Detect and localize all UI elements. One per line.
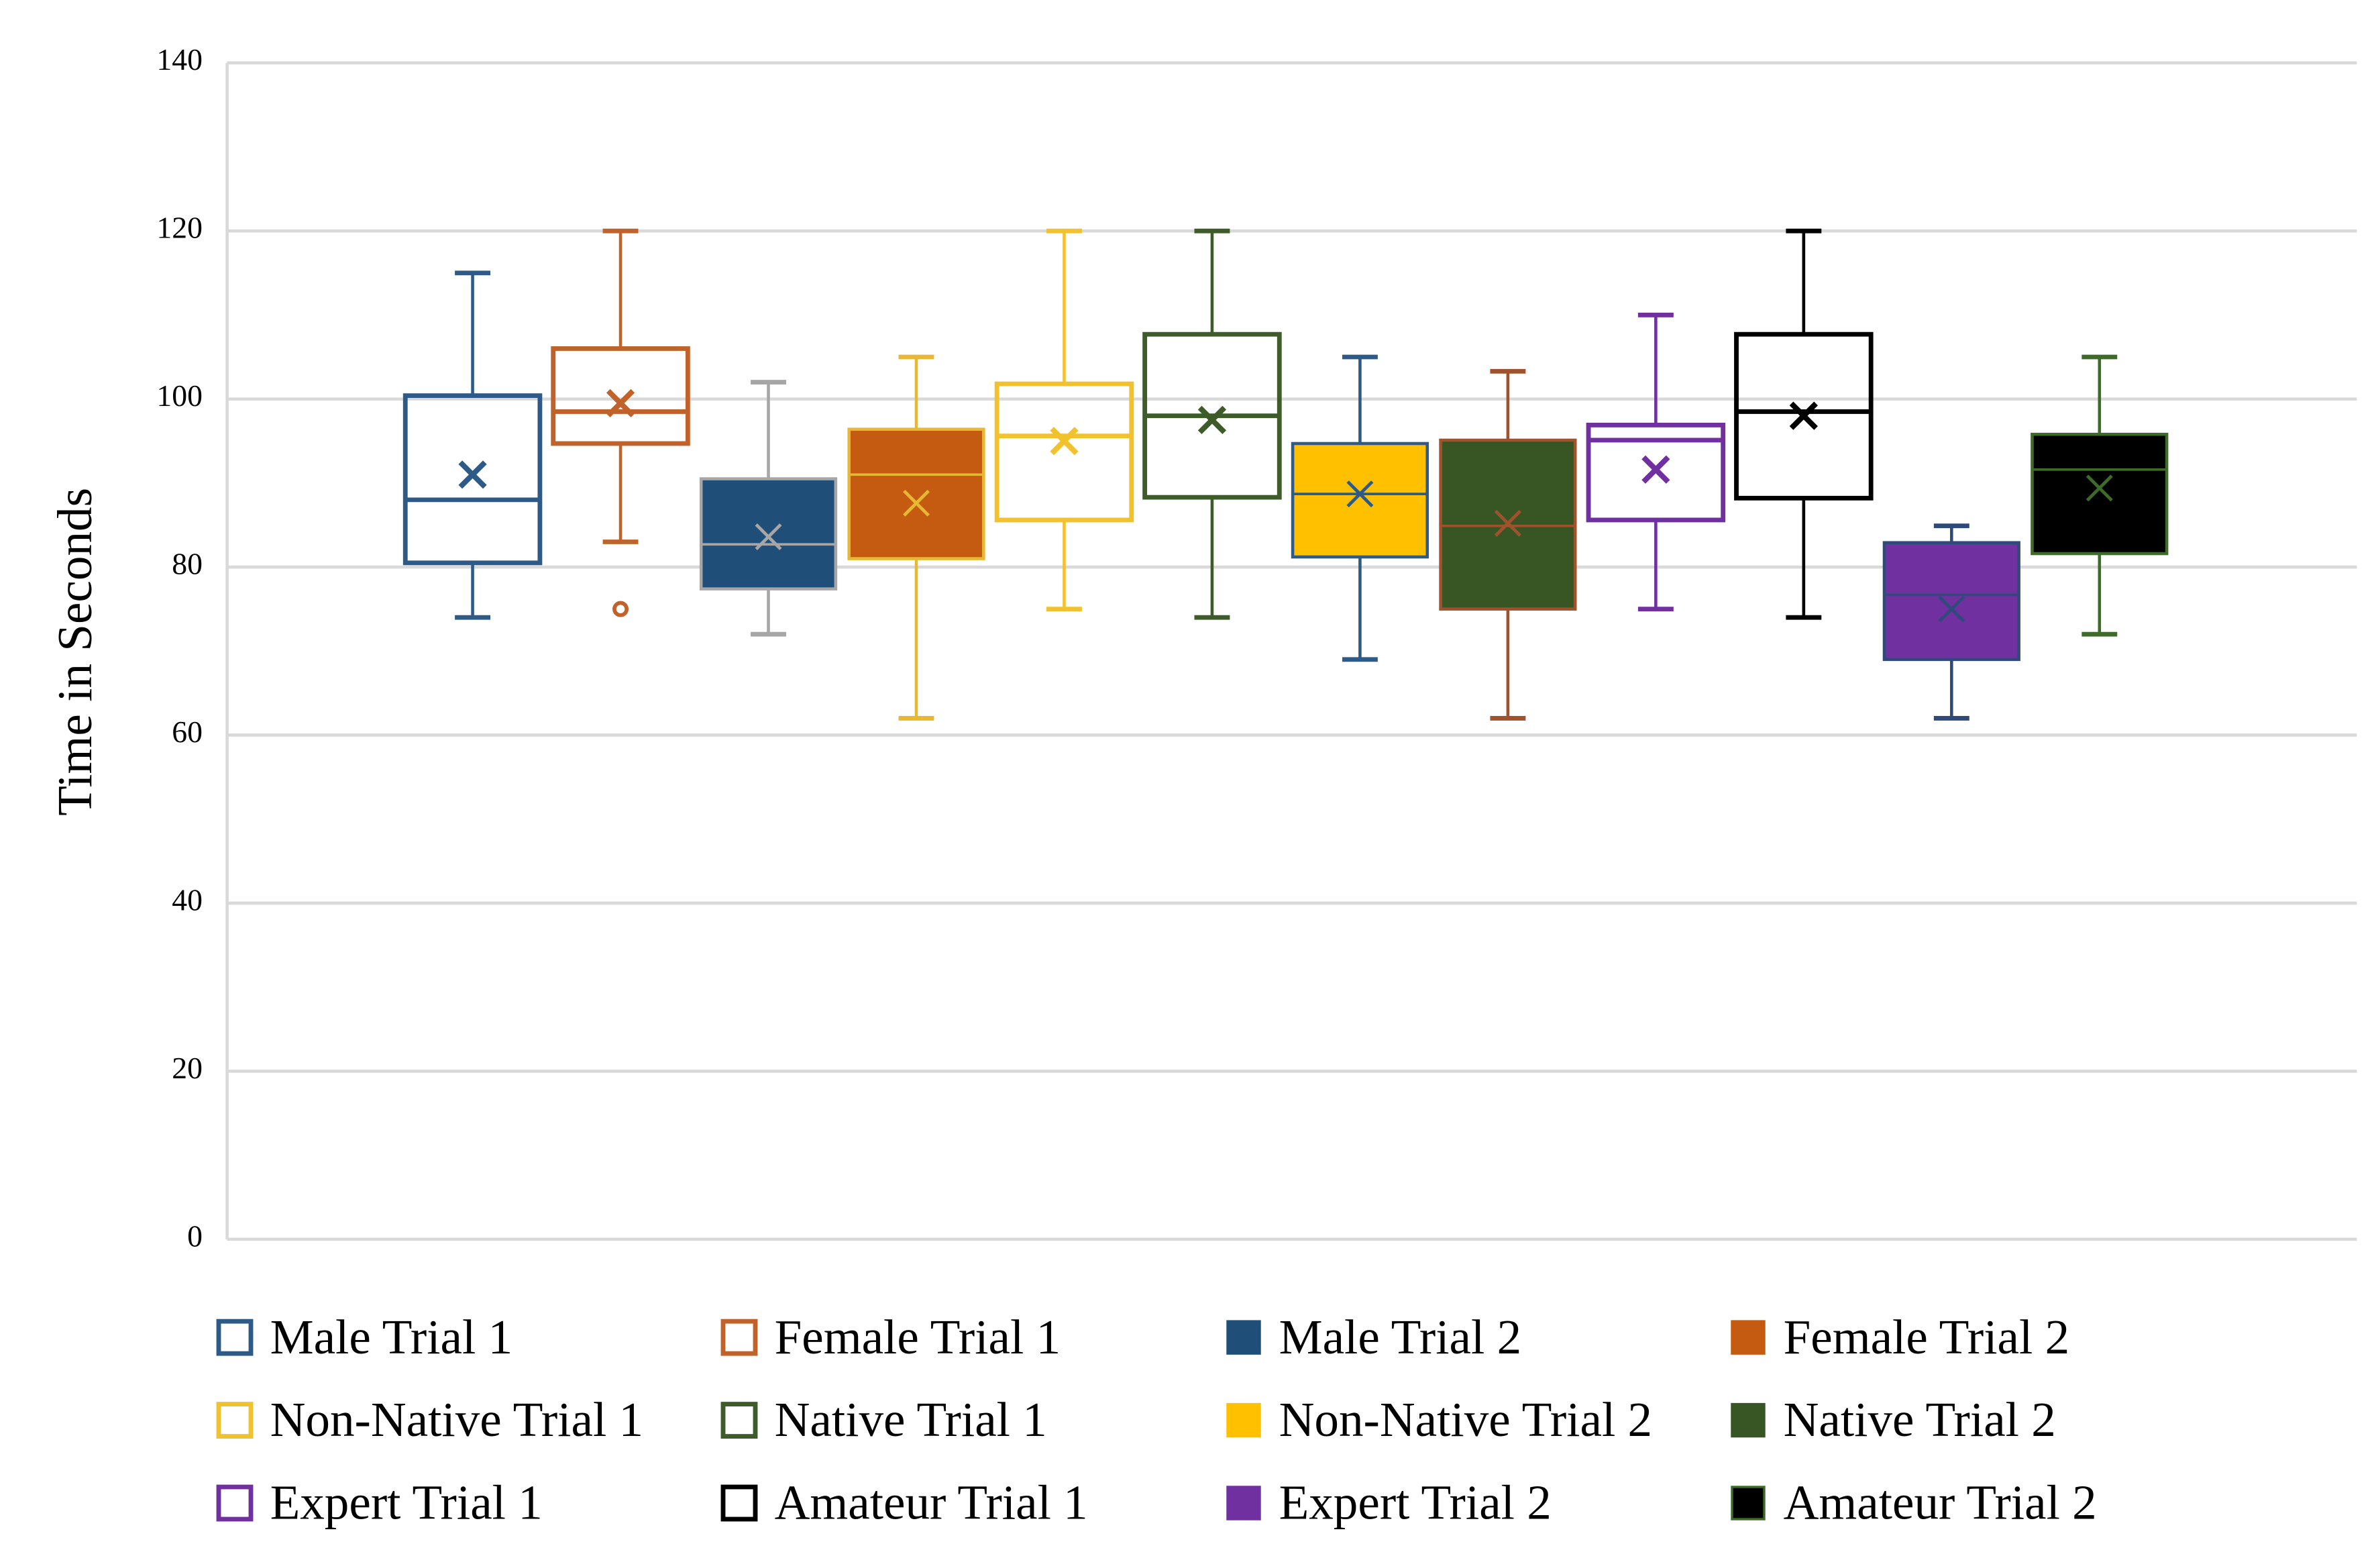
box [1882,541,2020,662]
y-tick-label: 60 [172,715,203,749]
y-tick-label: 0 [187,1219,203,1253]
legend-swatch [216,1319,254,1356]
y-tick-label: 40 [172,882,203,917]
legend-swatch [216,1484,254,1522]
y-tick-label: 80 [172,547,203,581]
box [1734,331,1874,501]
legend-label: Male Trial 1 [270,1310,513,1364]
legend-swatch [1731,1486,1766,1521]
mean-marker [1050,427,1079,456]
legend-swatch [1731,1320,1766,1355]
mean-marker [1938,595,1965,623]
legend-label: Native Trial 2 [1784,1392,2056,1447]
y-tick-label: 140 [156,42,203,76]
mean-marker [2086,474,2113,502]
box [402,393,543,566]
legend-swatch [720,1402,758,1439]
y-axis-label: Time in Seconds [48,488,102,816]
legend-label: Expert Trial 1 [270,1476,543,1530]
legend-swatch [1226,1320,1261,1355]
mean-marker [606,389,635,417]
mean-marker [903,489,930,517]
legend-label: Non-Native Trial 2 [1279,1392,1653,1447]
legend-label: Female Trial 2 [1784,1310,2070,1364]
box [847,427,985,560]
legend-swatch [1226,1402,1261,1438]
box [551,346,690,446]
legend-label: Female Trial 1 [775,1310,1061,1364]
box [1291,442,1429,559]
mean-marker [458,460,487,489]
mean-marker [1494,509,1521,537]
legend-label: Male Trial 2 [1279,1310,1522,1364]
mean-marker [755,523,782,550]
mean-marker [1346,480,1374,508]
box [1586,423,1726,523]
legend-swatch [1731,1402,1766,1438]
box [2031,432,2169,556]
legend-swatch [1226,1486,1261,1521]
outlier [612,601,629,617]
mean-marker [1641,455,1670,484]
mean-marker [1789,401,1818,430]
box [994,381,1134,523]
box [699,477,838,590]
legend-swatch [720,1484,758,1522]
legend-label: Native Trial 1 [775,1392,1047,1447]
y-tick-label: 20 [172,1051,203,1085]
y-tick-label: 120 [156,211,203,245]
legend-label: Non-Native Trial 1 [270,1392,644,1447]
legend-swatch [720,1319,758,1356]
legend-label: Amateur Trial 1 [775,1476,1088,1530]
legend-label: Amateur Trial 2 [1784,1476,2097,1530]
legend-label: Expert Trial 2 [1279,1476,1552,1530]
legend-swatch [216,1402,254,1439]
y-tick-label: 100 [156,378,203,413]
mean-marker [1197,405,1227,435]
